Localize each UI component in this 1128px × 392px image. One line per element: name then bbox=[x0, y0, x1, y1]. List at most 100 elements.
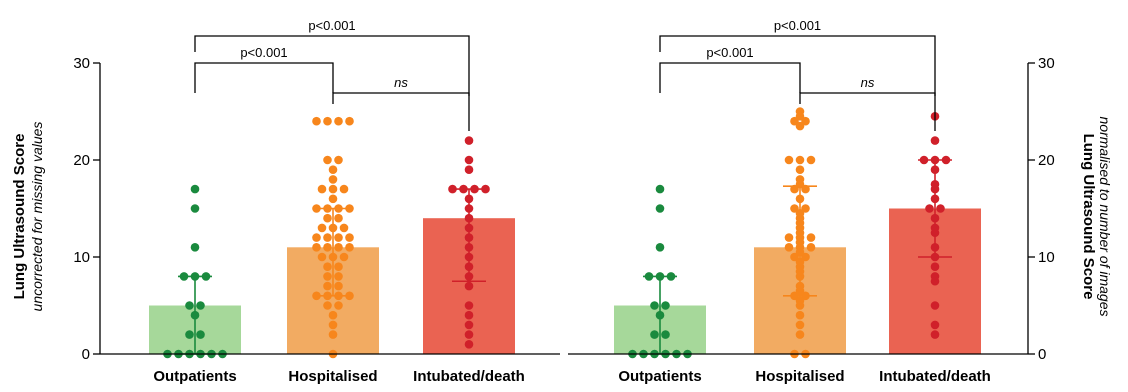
significance-label: ns bbox=[861, 75, 875, 90]
significance-bracket bbox=[194, 62, 334, 93]
x-category-label: Hospitalised bbox=[755, 368, 844, 385]
data-point bbox=[801, 252, 810, 262]
data-point bbox=[323, 281, 332, 291]
data-point bbox=[806, 243, 816, 252]
data-point bbox=[790, 252, 799, 262]
data-point bbox=[650, 330, 659, 339]
data-point bbox=[317, 184, 327, 194]
data-point bbox=[323, 262, 332, 272]
data-point bbox=[196, 330, 205, 339]
data-point bbox=[345, 116, 354, 126]
x-category-label: Hospitalised bbox=[288, 368, 377, 385]
data-point bbox=[323, 155, 332, 165]
data-point bbox=[801, 116, 810, 126]
data-point bbox=[190, 243, 200, 252]
y-tick-label: 10 bbox=[1038, 249, 1055, 266]
chart-panel-2: 0 10 20 30 Outpatients Hospitalised Intubated/… bbox=[568, 18, 1113, 385]
data-point bbox=[464, 310, 474, 320]
data-point bbox=[930, 262, 940, 272]
data-point bbox=[328, 320, 338, 330]
data-point bbox=[328, 165, 338, 174]
data-point bbox=[930, 320, 940, 330]
data-point bbox=[328, 310, 338, 320]
data-point bbox=[650, 301, 659, 310]
significance-label: p<0.001 bbox=[706, 45, 753, 60]
data-point bbox=[661, 301, 670, 310]
data-point bbox=[464, 165, 474, 174]
data-point bbox=[661, 330, 670, 339]
data-point bbox=[795, 296, 805, 305]
data-point bbox=[334, 301, 343, 310]
y-tick-label: 30 bbox=[1038, 55, 1055, 72]
data-point bbox=[784, 243, 794, 252]
data-point bbox=[323, 272, 332, 281]
x-category-label: Intubated/death bbox=[879, 368, 991, 385]
data-point bbox=[312, 116, 321, 126]
data-point bbox=[464, 155, 474, 165]
data-point bbox=[339, 252, 349, 262]
data-point bbox=[806, 155, 816, 165]
data-point bbox=[323, 213, 332, 223]
data-point bbox=[795, 155, 805, 165]
significance-bracket bbox=[659, 62, 801, 93]
data-point bbox=[345, 233, 354, 242]
y-axis-title: Lung Ultrasound Score bbox=[11, 134, 28, 300]
y-tick-label: 0 bbox=[1038, 346, 1046, 363]
data-point bbox=[334, 281, 343, 291]
y-tick-label: 0 bbox=[82, 346, 90, 363]
data-point bbox=[334, 213, 343, 223]
significance-label: p<0.001 bbox=[240, 45, 287, 60]
data-point bbox=[312, 243, 321, 252]
data-point bbox=[328, 194, 338, 204]
data-point bbox=[328, 330, 338, 339]
data-point bbox=[317, 252, 327, 262]
data-point bbox=[323, 116, 332, 126]
data-point bbox=[795, 330, 805, 339]
data-point bbox=[190, 184, 200, 194]
data-point bbox=[334, 262, 343, 272]
data-point bbox=[795, 320, 805, 330]
data-point bbox=[464, 330, 474, 339]
data-point bbox=[464, 320, 474, 330]
significance-bracket bbox=[194, 35, 470, 96]
data-point bbox=[925, 204, 934, 213]
data-point bbox=[464, 340, 474, 349]
data-point bbox=[930, 136, 940, 145]
data-point bbox=[334, 272, 343, 281]
significance-label: p<0.001 bbox=[774, 18, 821, 33]
data-point bbox=[334, 155, 343, 165]
data-point bbox=[464, 281, 474, 291]
data-point bbox=[323, 243, 332, 252]
data-point bbox=[790, 204, 799, 213]
data-point bbox=[655, 204, 665, 213]
data-point bbox=[930, 276, 940, 286]
y-tick-label: 30 bbox=[73, 55, 90, 72]
data-point bbox=[795, 165, 805, 174]
data-point bbox=[930, 330, 940, 339]
data-point bbox=[806, 233, 816, 242]
data-point bbox=[334, 243, 343, 252]
data-point bbox=[795, 112, 805, 121]
data-point bbox=[339, 223, 349, 233]
significance-bracket bbox=[659, 35, 936, 96]
data-point bbox=[464, 301, 474, 310]
data-point bbox=[784, 155, 794, 165]
data-point bbox=[196, 301, 205, 310]
y-axis-subtitle: normalised to number of images bbox=[1097, 117, 1113, 317]
data-point bbox=[655, 243, 665, 252]
data-point bbox=[936, 204, 945, 213]
data-point bbox=[312, 233, 321, 242]
data-point bbox=[784, 233, 794, 242]
data-point bbox=[801, 204, 810, 213]
data-point bbox=[334, 233, 343, 242]
chart-panel-1: 0 10 20 30 Outpatients Hospitalised Intubated/… bbox=[11, 18, 560, 385]
data-point bbox=[464, 136, 474, 145]
data-point bbox=[345, 243, 354, 252]
data-point bbox=[328, 184, 338, 194]
y-tick-label: 20 bbox=[73, 152, 90, 169]
data-point bbox=[930, 301, 940, 310]
data-point bbox=[655, 184, 665, 194]
y-tick-label: 20 bbox=[1038, 152, 1055, 169]
